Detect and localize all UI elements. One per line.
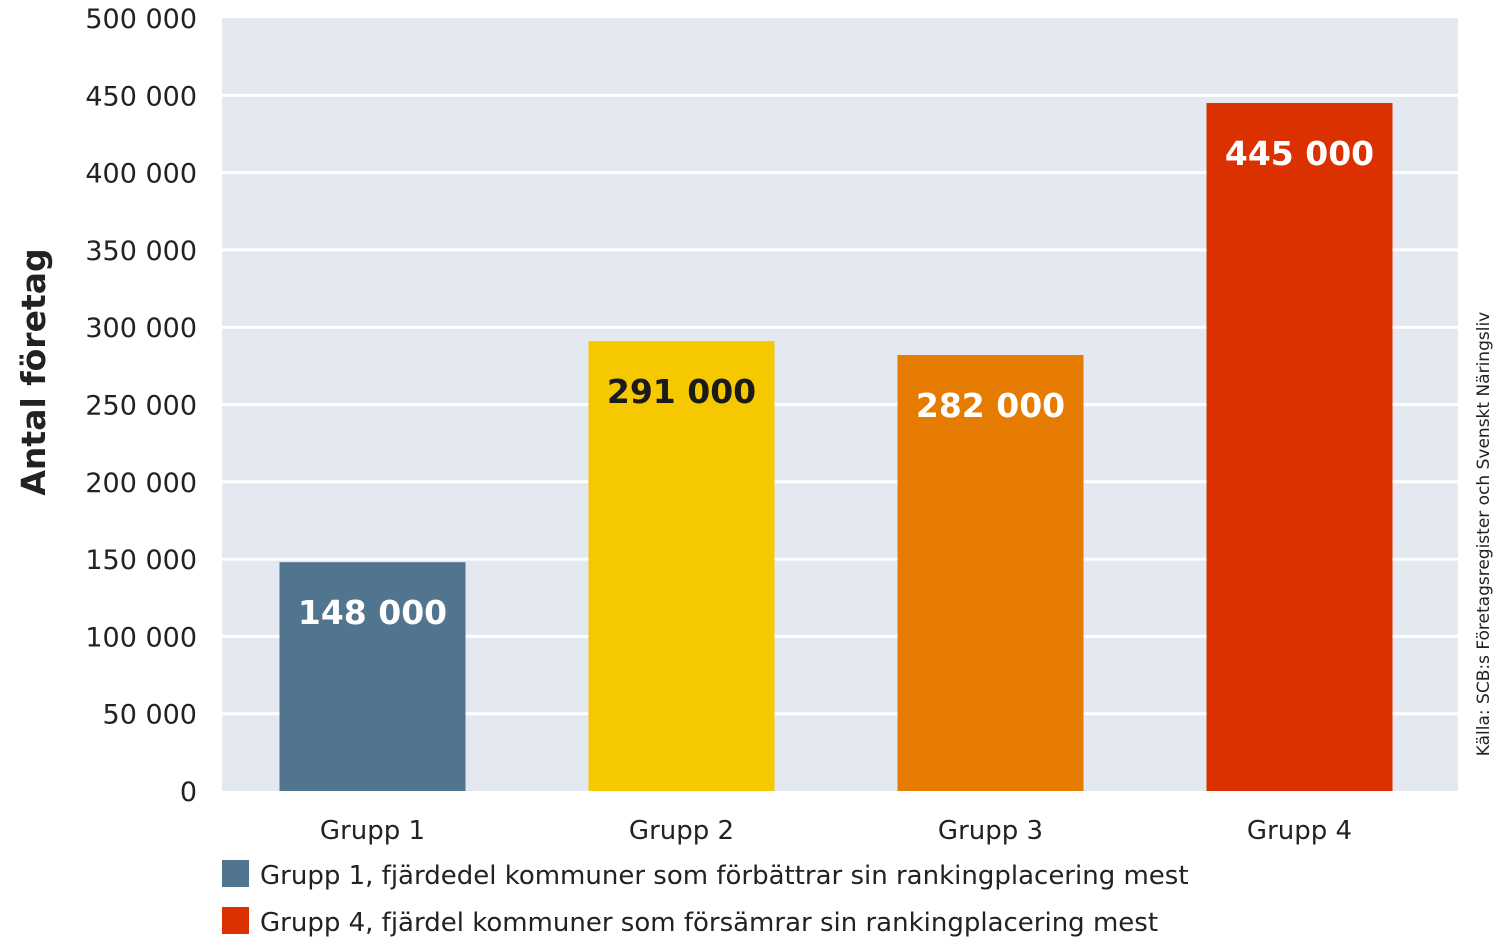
y-tick-label: 100 000 [85, 622, 197, 653]
y-tick-label: 50 000 [103, 700, 197, 731]
x-category-label: Grupp 2 [629, 816, 734, 846]
y-tick-label: 250 000 [85, 391, 197, 422]
bar-value-label: 445 000 [1225, 134, 1374, 173]
y-tick-label: 400 000 [85, 159, 197, 190]
bar [1206, 103, 1393, 791]
bar-value-label: 291 000 [607, 372, 756, 411]
source-note: Källa: SCB:s Företagsregister och Svensk… [1474, 312, 1494, 756]
y-tick-label: 300 000 [85, 313, 197, 344]
legend-label: Grupp 4, fjärdel kommuner som försämrar … [260, 908, 1158, 937]
bar [588, 341, 775, 791]
legend-label: Grupp 1, fjärdedel kommuner som förbättr… [260, 861, 1189, 891]
legend-swatch [222, 907, 249, 934]
x-axis-category-labels: Grupp 1 Grupp 2 Grupp 3 Grupp 4 [320, 816, 1352, 846]
bar-value-label: 148 000 [298, 593, 447, 632]
y-tick-label: 0 [180, 777, 197, 808]
bars: 148 000 291 000 282 000 445 000 [279, 103, 1393, 791]
y-tick-label: 500 000 [85, 4, 197, 35]
bar [279, 562, 466, 791]
bar [897, 355, 1084, 791]
y-tick-label: 150 000 [85, 545, 197, 576]
y-tick-label: 450 000 [85, 81, 197, 112]
y-axis-title: Antal företag [14, 248, 53, 495]
y-tick-label: 200 000 [85, 468, 197, 499]
legend: Grupp 1, fjärdedel kommuner som förbättr… [222, 860, 1189, 937]
y-tick-label: 350 000 [85, 236, 197, 267]
x-category-label: Grupp 4 [1247, 816, 1352, 846]
bar-value-label: 282 000 [916, 386, 1065, 425]
x-category-label: Grupp 1 [320, 816, 425, 846]
x-category-label: Grupp 3 [938, 816, 1043, 846]
y-axis-tick-labels: 0 50 000 100 000 150 000 200 000 250 000 300 0… [85, 4, 197, 808]
legend-swatch [222, 860, 249, 887]
